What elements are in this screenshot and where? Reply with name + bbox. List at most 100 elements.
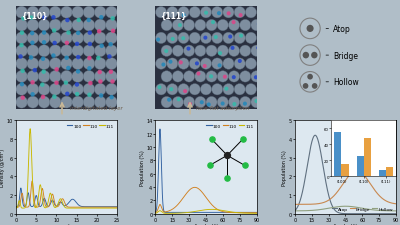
100: [194, 211, 199, 214]
Circle shape: [200, 7, 212, 19]
Circle shape: [61, 97, 72, 109]
Circle shape: [98, 70, 102, 75]
Circle shape: [94, 20, 106, 32]
Circle shape: [164, 50, 168, 54]
111: [24, 203, 29, 206]
Circle shape: [61, 7, 72, 19]
Circle shape: [111, 29, 115, 34]
111: [83, 207, 88, 209]
Circle shape: [61, 58, 72, 70]
111: [198, 209, 202, 212]
Circle shape: [172, 72, 184, 83]
Circle shape: [20, 69, 25, 74]
Hollow: [394, 209, 398, 212]
Circle shape: [87, 56, 92, 61]
Circle shape: [97, 30, 102, 34]
Circle shape: [72, 58, 84, 70]
Circle shape: [307, 74, 313, 80]
100: [170, 211, 175, 214]
Line: 111: 111: [16, 129, 117, 208]
111: [28, 128, 32, 130]
Circle shape: [52, 95, 56, 99]
100: [158, 128, 162, 131]
Circle shape: [196, 72, 200, 76]
Circle shape: [172, 20, 184, 32]
Line: 110: 110: [16, 181, 117, 207]
Hollow: [362, 207, 367, 210]
Circle shape: [96, 56, 100, 61]
100: [198, 211, 202, 214]
110: [232, 211, 237, 214]
Circle shape: [218, 52, 222, 56]
Circle shape: [251, 46, 262, 57]
Circle shape: [106, 58, 117, 70]
Circle shape: [178, 24, 182, 28]
Circle shape: [195, 20, 206, 32]
Circle shape: [27, 71, 39, 83]
Circle shape: [61, 33, 72, 45]
Circle shape: [217, 12, 221, 16]
Circle shape: [156, 33, 167, 44]
100: [58, 201, 63, 203]
Circle shape: [83, 20, 95, 32]
Circle shape: [218, 64, 222, 68]
Circle shape: [227, 12, 231, 16]
Circle shape: [156, 7, 167, 19]
Circle shape: [217, 72, 228, 83]
Circle shape: [303, 84, 308, 89]
Circle shape: [27, 84, 39, 96]
Circle shape: [200, 84, 212, 95]
Circle shape: [184, 20, 195, 32]
Circle shape: [16, 7, 28, 19]
Circle shape: [110, 17, 115, 22]
Circle shape: [217, 46, 228, 57]
Circle shape: [65, 19, 70, 23]
Circle shape: [189, 7, 200, 19]
100: [94, 205, 99, 208]
Circle shape: [228, 97, 240, 108]
Circle shape: [94, 97, 106, 109]
Y-axis label: Population (%): Population (%): [140, 149, 145, 185]
Circle shape: [51, 54, 56, 58]
100: [24, 201, 29, 204]
Circle shape: [257, 23, 261, 27]
Circle shape: [188, 102, 192, 107]
Circle shape: [178, 59, 189, 70]
Circle shape: [50, 46, 61, 57]
Circle shape: [30, 81, 35, 85]
Hollow: [372, 209, 376, 211]
Circle shape: [109, 70, 113, 75]
110: [24, 206, 29, 209]
Circle shape: [181, 37, 185, 41]
Circle shape: [106, 7, 117, 19]
Circle shape: [206, 97, 217, 108]
Circle shape: [16, 97, 28, 109]
Circle shape: [83, 46, 95, 57]
Hollow: [343, 205, 348, 208]
X-axis label: Angle (°): Angle (°): [333, 223, 358, 225]
Atop: [362, 212, 367, 215]
111: [93, 207, 98, 209]
Circle shape: [182, 14, 186, 18]
100: [14, 205, 18, 208]
Circle shape: [18, 55, 23, 59]
Circle shape: [107, 55, 112, 59]
110: [163, 211, 168, 213]
Circle shape: [106, 46, 117, 57]
Circle shape: [108, 43, 113, 47]
Circle shape: [214, 36, 218, 40]
Circle shape: [27, 58, 39, 70]
Y-axis label: Population (%): Population (%): [282, 149, 287, 185]
Circle shape: [232, 21, 236, 25]
Circle shape: [41, 95, 45, 100]
Line: 100: 100: [156, 129, 256, 212]
Circle shape: [234, 33, 245, 44]
Circle shape: [27, 7, 39, 19]
Line: 111: 111: [156, 209, 256, 213]
Circle shape: [109, 95, 114, 100]
Bridge: [354, 170, 359, 172]
Circle shape: [83, 71, 95, 83]
Circle shape: [42, 16, 46, 21]
Line: Atop: Atop: [295, 136, 396, 214]
Circle shape: [83, 33, 95, 45]
